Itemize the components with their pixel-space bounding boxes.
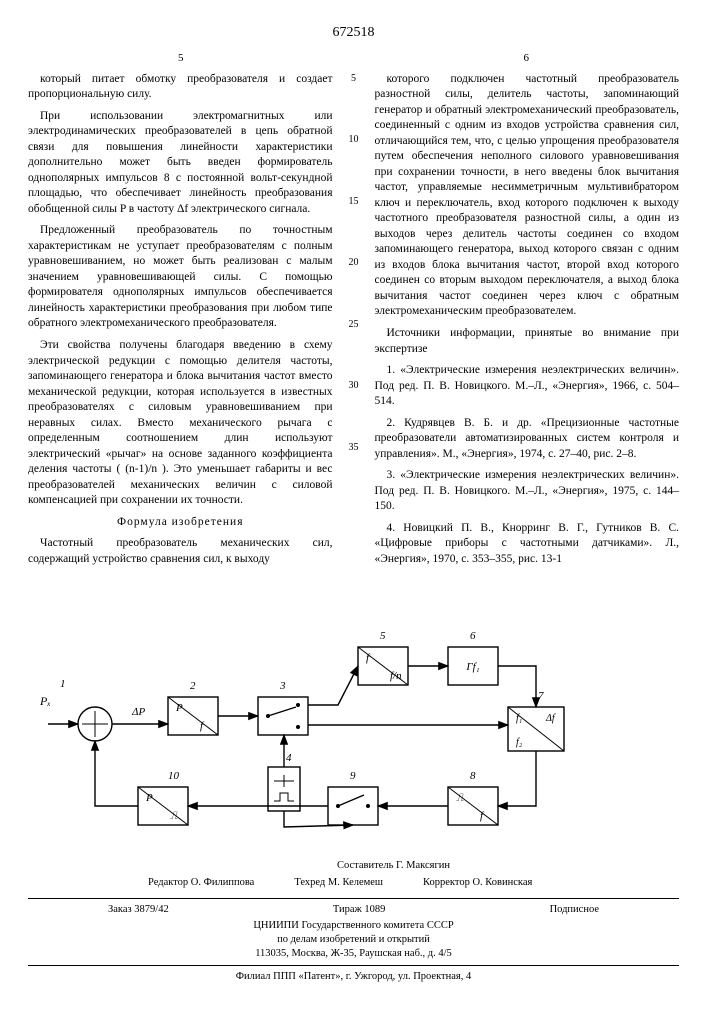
sources-header: Источники информации, принятые во вниман…: [375, 326, 680, 357]
line-num: 30: [347, 379, 361, 393]
svg-text:f: f: [480, 810, 485, 822]
footer-tirazh: Тираж 1089: [333, 903, 386, 917]
svg-text:3: 3: [279, 680, 286, 692]
svg-text:⎍: ⎍: [456, 792, 464, 804]
ref-3: 3. «Электрические измерения неэлектричес…: [375, 468, 680, 515]
line-num: 20: [347, 256, 361, 270]
col1-p4: Эти свойства получены благодаря введению…: [28, 338, 333, 509]
svg-text:f₁: f₁: [516, 713, 522, 724]
svg-text:5: 5: [380, 630, 386, 642]
block-diagram: Pₓ 1 Pf 2 3 4 f f/n 5 Γf₁ 6 f₁ Δf f₂ 7 ⎍ f 8 9 P ⎍ 10 ΔP: [28, 587, 679, 851]
col1-p3: Предложенный преобразователь по точностн…: [28, 223, 333, 332]
footer-addr1: 113035, Москва, Ж-35, Раушская наб., д. …: [28, 947, 679, 961]
tech-name: М. Келемеш: [328, 877, 383, 888]
divider: [28, 965, 679, 966]
editor-label: Редактор: [148, 877, 188, 888]
divider: [28, 898, 679, 899]
editor-name: О. Филиппова: [191, 877, 255, 888]
line-numbers: 5 10 15 20 25 30 35: [347, 72, 361, 573]
footer-sign: Подписное: [550, 903, 599, 917]
svg-text:⎍: ⎍: [170, 810, 178, 822]
tech-label: Техред: [294, 877, 325, 888]
line-num: 15: [347, 195, 361, 209]
svg-text:4: 4: [286, 752, 292, 764]
compiler-name: Г. Максягин: [396, 860, 450, 871]
patent-number: 672518: [28, 24, 679, 43]
svg-text:ΔP: ΔP: [131, 706, 145, 718]
svg-text:P: P: [145, 792, 153, 804]
line-num: 35: [347, 441, 361, 455]
footer-block: Заказ 3879/42 Тираж 1089 Подписное ЦНИИП…: [28, 903, 679, 985]
svg-text:f/n: f/n: [390, 670, 402, 682]
ref-4: 4. Новицкий П. В., Кнорринг В. Г., Гутни…: [375, 521, 680, 568]
formula-header: Формула изобретения: [28, 515, 333, 531]
col1-p2: При использовании электромагнитных или э…: [28, 109, 333, 218]
ref-2: 2. Кудрявцев В. Б. и др. «Прецизионные ч…: [375, 416, 680, 463]
svg-text:Γf₁: Γf₁: [465, 661, 479, 673]
ref-1: 1. «Электрические измерения неэлектричес…: [375, 363, 680, 410]
footer-org2: по делам изобретений и открытий: [28, 933, 679, 947]
text-columns: который питает обмотку преобразователя и…: [28, 72, 679, 573]
svg-text:f₂: f₂: [516, 737, 523, 748]
svg-text:f: f: [200, 720, 205, 732]
footer-org1: ЦНИИПИ Государственного комитета СССР: [28, 919, 679, 933]
line-num: 10: [347, 133, 361, 147]
svg-text:10: 10: [168, 770, 180, 782]
column-right: которого подключен частотный преобразова…: [375, 72, 680, 573]
svg-text:f: f: [366, 652, 371, 664]
svg-text:7: 7: [538, 690, 544, 702]
svg-text:2: 2: [190, 680, 196, 692]
col1-p1: который питает обмотку преобразователя и…: [28, 72, 333, 103]
col2-p1: которого подключен частотный преобразова…: [375, 72, 680, 320]
svg-text:1: 1: [60, 678, 66, 690]
credits-block: Составитель Г. Максягин Редактор О. Фили…: [148, 859, 639, 889]
footer-order: Заказ 3879/42: [108, 903, 169, 917]
line-num: 5: [347, 72, 361, 86]
compiler-label: Составитель: [337, 860, 393, 871]
svg-text:Δf: Δf: [545, 713, 556, 724]
footer-addr2: Филиал ППП «Патент», г. Ужгород, ул. Про…: [28, 970, 679, 984]
svg-text:Pₓ: Pₓ: [39, 694, 51, 708]
corrector-name: О. Ковинская: [472, 877, 532, 888]
col1-p5: Частотный преобразователь механических с…: [28, 536, 333, 567]
corrector-label: Корректор: [423, 877, 470, 888]
page-numbers: 5 6: [28, 51, 679, 66]
svg-text:6: 6: [470, 630, 476, 642]
page-num-right: 6: [524, 51, 530, 66]
svg-text:9: 9: [350, 770, 356, 782]
column-left: который питает обмотку преобразователя и…: [28, 72, 333, 573]
page-num-left: 5: [178, 51, 184, 66]
svg-text:P: P: [175, 702, 183, 714]
line-num: 25: [347, 318, 361, 332]
svg-text:8: 8: [470, 770, 476, 782]
